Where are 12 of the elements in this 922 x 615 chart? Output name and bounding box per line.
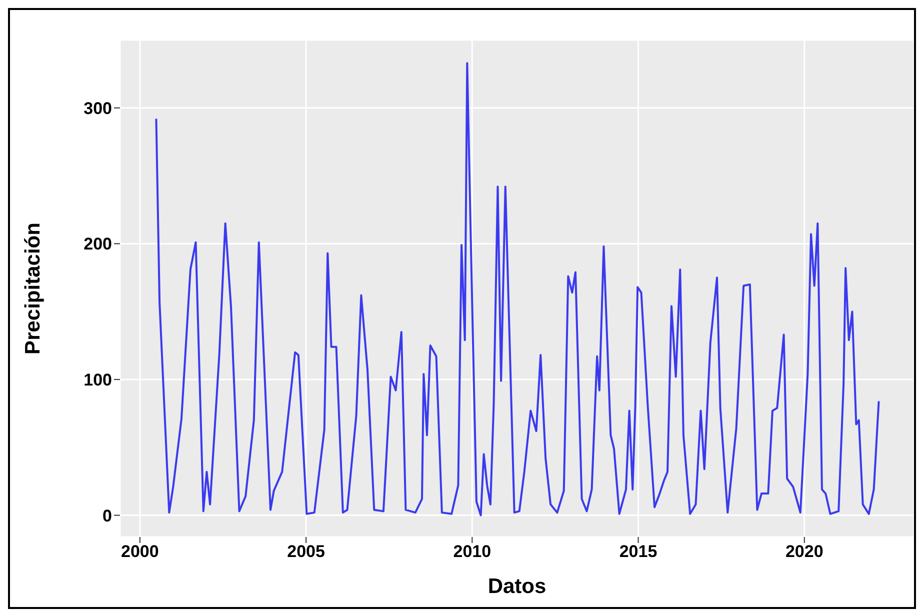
- y-tick-label: 200: [84, 234, 112, 254]
- y-tick-label: 0: [102, 506, 112, 526]
- y-axis-title: Precipitación: [21, 222, 44, 354]
- x-axis-title: Datos: [488, 575, 546, 598]
- x-tick-label: 2020: [785, 542, 824, 562]
- x-tick-label: 2015: [619, 542, 658, 562]
- x-tick-label: 2010: [453, 542, 492, 562]
- y-tick-label: 300: [84, 98, 112, 118]
- y-tick-label: 100: [84, 370, 112, 390]
- x-tick-label: 2005: [287, 542, 325, 562]
- x-tick-label: 2000: [121, 542, 159, 562]
- line-series: [155, 62, 880, 516]
